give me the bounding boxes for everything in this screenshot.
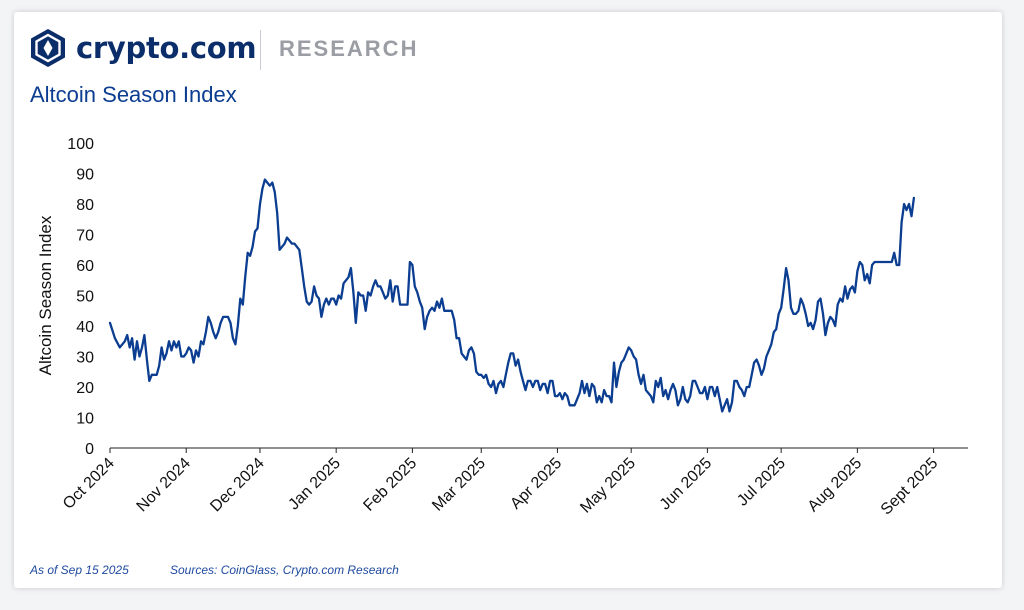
x-tick-label: Jun 2025: [657, 455, 716, 514]
crypto-lion-icon: [31, 29, 65, 67]
y-tick-label: 10: [76, 411, 94, 428]
brand-name: crypto.com: [76, 31, 257, 65]
as-of-date: As of Sep 15 2025: [30, 563, 129, 577]
axis-labels: 0 10 20 30 40 50 60 70 80 90 100 Oct 2024 Nov 2024 De…: [36, 136, 941, 518]
axes: [109, 447, 968, 453]
y-tick-label: 90: [76, 167, 94, 184]
x-tick-label: Apr 2025: [507, 455, 565, 513]
y-tick-label: 60: [76, 258, 94, 275]
x-tick-label: Jul 2025: [734, 455, 789, 510]
y-tick-label: 30: [76, 350, 94, 367]
y-tick-label: 100: [67, 136, 94, 153]
report-card: [14, 12, 1002, 588]
x-tick-label: Dec 2024: [207, 455, 268, 516]
sources-note: Sources: CoinGlass, Crypto.com Research: [170, 563, 399, 577]
chart-title: Altcoin Season Index: [30, 82, 237, 107]
header-divider: [260, 30, 261, 70]
x-tick-label: Feb 2025: [360, 455, 420, 515]
x-tick-label: Aug 2025: [805, 455, 866, 516]
x-tick-label: Sept 2025: [878, 455, 942, 519]
y-tick-label: 20: [76, 380, 94, 397]
x-tick-label: Nov 2024: [134, 455, 195, 516]
x-tick-label: Mar 2025: [429, 455, 489, 515]
series-line-altcoin-season-index: [108, 178, 916, 413]
x-tick-label: Jan 2025: [285, 455, 344, 514]
brand-logo: crypto.com: [30, 28, 257, 68]
y-tick-label: 80: [76, 197, 94, 214]
y-tick-label: 70: [76, 228, 94, 245]
y-axis-title: Altcoin Season Index: [36, 215, 55, 375]
x-tick-label: May 2025: [577, 455, 639, 517]
y-tick-label: 40: [76, 319, 94, 336]
x-tick-label: Oct 2024: [60, 455, 118, 513]
section-label: RESEARCH: [279, 36, 419, 61]
y-tick-label: 0: [85, 441, 94, 458]
y-tick-label: 50: [76, 289, 94, 306]
